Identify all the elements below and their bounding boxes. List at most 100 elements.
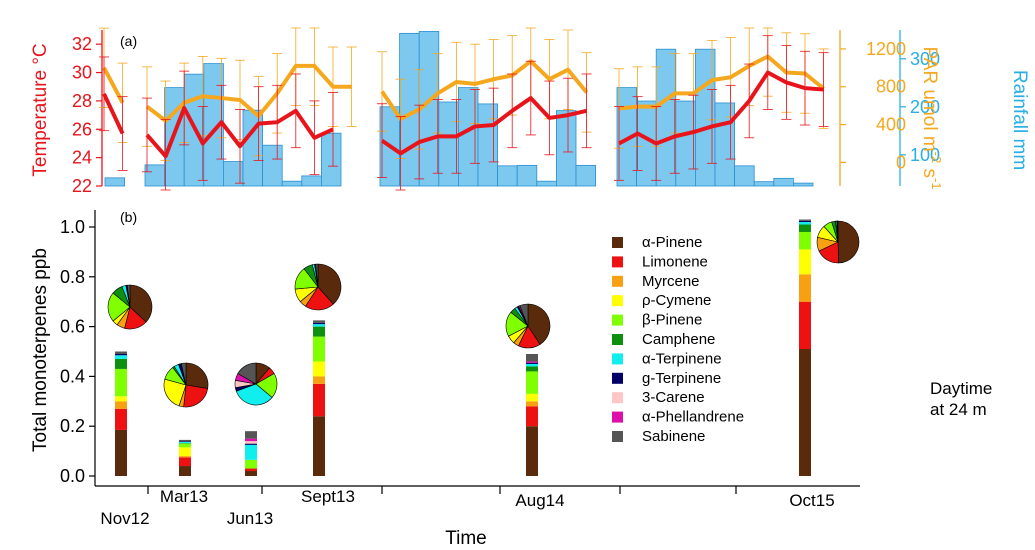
rainfall-bar (301, 175, 322, 187)
par-tick-label: 400 (876, 115, 906, 135)
y-tick-label: 1.0 (60, 217, 85, 237)
temperature-line (618, 70, 824, 146)
rainfall-bar (320, 132, 342, 187)
stacked-bar-segment (799, 222, 811, 225)
temperature-tick-label: 24 (72, 148, 92, 168)
rainfall-bar (262, 144, 283, 187)
stacked-bar-segment (115, 429, 127, 476)
rainfall-bar (477, 103, 499, 187)
stacked-bar-segment (313, 322, 325, 325)
stacked-bar-segment (526, 401, 538, 407)
legend-label: α-Terpinene (642, 350, 722, 367)
stacked-bar-segment (115, 408, 127, 430)
stacked-bar-segment (179, 457, 191, 467)
rainfall-tick-label: 100 (910, 145, 940, 165)
stacked-bar-segment (313, 376, 325, 384)
temperature-tick-label: 26 (72, 119, 92, 139)
legend-label: Sabinene (642, 428, 705, 445)
stacked-bar-segment (245, 444, 257, 460)
x-tick-label: Aug14 (515, 491, 564, 510)
annotation: Daytime at 24 m (930, 378, 992, 420)
stacked-bar-segment (799, 220, 811, 223)
rainfall-bar (104, 177, 126, 187)
pie-slice (837, 220, 839, 243)
stacked-bar-segment (313, 326, 325, 337)
stacked-bar-segment (245, 468, 257, 472)
panel-b: 0.0 0.2 0.4 0.6 0.8 1.0 Nov12 Mar13 Jun13 Sept13 A… (60, 210, 860, 528)
legend-label: ρ-Cymene (642, 292, 711, 309)
stacked-bar-segment (115, 396, 127, 402)
rainfall-bar (714, 102, 736, 187)
stacked-bar-segment (179, 441, 191, 442)
stacked-bar-segment (245, 441, 257, 444)
stacked-bar-segment (245, 459, 257, 469)
stacked-bar-segment (526, 366, 538, 372)
stacked-bar-segment (526, 371, 538, 394)
legend-label: α-Pinene (642, 234, 702, 251)
annotation-line-1: Daytime (930, 379, 993, 398)
rainfall-bar (753, 181, 775, 187)
rainfall-bar (793, 182, 814, 187)
temperature-tick-label: 28 (72, 91, 92, 111)
par-line (380, 59, 589, 121)
legend-label: β-Pinene (642, 312, 702, 329)
pie-slice (317, 263, 342, 305)
temperature-axis-title: Temperature °C (30, 43, 51, 176)
par-axis-title-mid: s (919, 163, 940, 178)
pie-slice (185, 362, 209, 389)
x-axis-title: Time (445, 528, 487, 549)
par-tick-label: 0 (896, 152, 906, 172)
legend-swatch (612, 431, 623, 442)
rainfall-bar (575, 164, 597, 187)
legend-swatch (612, 237, 623, 248)
pie-slice (163, 378, 187, 407)
par-axis-title-sup1: -2 (929, 152, 944, 164)
legend-swatch (612, 392, 623, 404)
stacked-bar-segment (526, 362, 538, 364)
par-tick-label: 800 (876, 77, 906, 97)
axis-labels: (a) (b) Temperature °C PAR umol m-2 s-1 … (30, 33, 1030, 549)
legend-label: 3-Carene (642, 389, 705, 406)
legend: α-Pinene Limonene Myrcene ρ-Cymene β-Pinene C… (612, 234, 744, 445)
legend-label: α-Phellandrene (642, 409, 744, 426)
legend-label: Camphene (642, 331, 715, 348)
rainfall-tick-label: 300 (910, 49, 940, 69)
panel-a: 22 24 26 28 30 32 0 400 800 1200 100 200 300 (72, 27, 940, 196)
stacked-bar-segment (799, 224, 811, 232)
stacked-bar-segment (799, 274, 811, 302)
par-axis-title-main: PAR umol m (919, 46, 940, 151)
pie-slice (126, 284, 131, 308)
y-axis-title: Total monoterpenes ppb (30, 248, 51, 452)
legend-swatch (612, 256, 623, 268)
x-tick-label: Mar13 (160, 487, 208, 506)
y-tick-label: 0.4 (60, 366, 85, 386)
legend-label: Myrcene (642, 273, 700, 290)
stacked-bar-segment (313, 361, 325, 377)
stacked-bar-segment (526, 406, 538, 427)
temperature-tick-label: 22 (72, 176, 92, 196)
stacked-bar-segment (115, 358, 127, 369)
stacked-bar-segment (799, 249, 811, 275)
rainfall-bar (497, 165, 518, 187)
stacked-bar-segment (179, 439, 191, 442)
legend-swatch (612, 275, 623, 287)
stacked-bar-segment (526, 361, 538, 363)
legend-swatch (612, 334, 623, 345)
rainfall-bar (516, 164, 538, 187)
temperature-line (380, 96, 588, 156)
pie-slice (837, 220, 860, 264)
par-line (145, 63, 352, 123)
legend-swatch (612, 411, 623, 423)
pie-slice (180, 362, 187, 386)
stacked-bar-segment (526, 363, 538, 367)
stacked-bar-segment (179, 443, 191, 448)
rainfall-tick-label: 200 (910, 97, 940, 117)
stacked-bar-segment (526, 353, 538, 362)
stacked-bar-segment (245, 471, 257, 476)
panel-b-label: (b) (120, 209, 137, 225)
legend-swatch (612, 314, 623, 326)
x-tick-label: Oct15 (789, 491, 834, 510)
legend-label: Limonene (642, 253, 708, 270)
stacked-bar-segment (799, 231, 811, 250)
